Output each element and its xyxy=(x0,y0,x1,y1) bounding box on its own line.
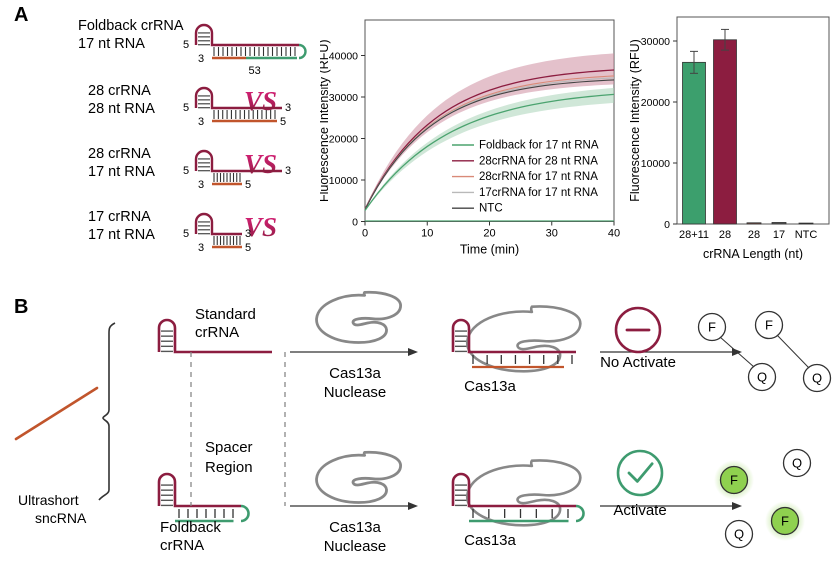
svg-text:Foldback for 17 nt RNA: Foldback for 17 nt RNA xyxy=(479,140,599,152)
svg-text:28crRNA for 28 nt RNA: 28crRNA for 28 nt RNA xyxy=(479,155,598,167)
svg-text:3: 3 xyxy=(285,102,291,114)
svg-text:17 crRNA: 17 crRNA xyxy=(88,209,151,225)
svg-text:20: 20 xyxy=(483,228,495,240)
svg-text:28+11: 28+11 xyxy=(679,229,709,241)
svg-text:30000: 30000 xyxy=(641,36,670,48)
svg-text:17 nt RNA: 17 nt RNA xyxy=(88,227,155,243)
svg-text:30000: 30000 xyxy=(329,92,358,104)
svg-text:No Activate: No Activate xyxy=(600,354,676,371)
svg-text:Nuclease: Nuclease xyxy=(324,538,387,555)
svg-text:Q: Q xyxy=(734,527,744,542)
svg-text:5: 5 xyxy=(183,228,189,240)
svg-text:5: 5 xyxy=(183,39,189,51)
svg-text:40000: 40000 xyxy=(329,51,358,63)
svg-text:20000: 20000 xyxy=(329,134,358,146)
svg-text:NTC: NTC xyxy=(479,203,503,215)
svg-text:Time (min): Time (min) xyxy=(460,243,519,257)
svg-text:Cas13a: Cas13a xyxy=(464,532,516,549)
svg-text:crRNA Length (nt): crRNA Length (nt) xyxy=(703,247,803,260)
svg-text:Activate: Activate xyxy=(613,502,666,519)
svg-text:3: 3 xyxy=(198,116,204,128)
svg-text:10: 10 xyxy=(421,228,433,240)
svg-text:28 crRNA: 28 crRNA xyxy=(88,146,151,162)
svg-text:Standard: Standard xyxy=(195,306,256,323)
svg-text:17 nt RNA: 17 nt RNA xyxy=(78,36,145,52)
svg-text:Q: Q xyxy=(812,371,822,386)
svg-text:3: 3 xyxy=(198,53,204,65)
svg-text:3: 3 xyxy=(198,179,204,191)
svg-text:VS: VS xyxy=(244,149,277,179)
svg-text:5: 5 xyxy=(183,165,189,177)
svg-text:28crRNA for 17 nt RNA: 28crRNA for 17 nt RNA xyxy=(479,171,598,183)
svg-text:3: 3 xyxy=(285,165,291,177)
svg-text:28: 28 xyxy=(719,229,731,241)
svg-text:0: 0 xyxy=(352,217,358,229)
svg-text:0: 0 xyxy=(362,228,368,240)
svg-text:3: 3 xyxy=(245,228,251,240)
svg-text:3: 3 xyxy=(198,242,204,254)
svg-text:5: 5 xyxy=(280,116,286,128)
svg-text:Nuclease: Nuclease xyxy=(324,384,387,401)
svg-text:20000: 20000 xyxy=(641,97,670,109)
svg-text:10000: 10000 xyxy=(641,158,670,170)
svg-text:F: F xyxy=(730,473,738,488)
svg-text:10000: 10000 xyxy=(329,175,358,187)
svg-text:28 nt RNA: 28 nt RNA xyxy=(88,101,155,117)
svg-text:sncRNA: sncRNA xyxy=(35,510,87,526)
svg-text:30: 30 xyxy=(546,228,558,240)
svg-text:17crRNA for 17 nt RNA: 17crRNA for 17 nt RNA xyxy=(479,187,598,199)
svg-text:crRNA: crRNA xyxy=(195,324,239,341)
svg-text:0: 0 xyxy=(664,219,670,231)
svg-text:Ultrashort: Ultrashort xyxy=(18,492,79,508)
svg-text:Region: Region xyxy=(205,459,253,476)
svg-text:Foldback: Foldback xyxy=(160,519,221,536)
svg-text:17 nt RNA: 17 nt RNA xyxy=(88,164,155,180)
svg-text:Fluorescence Intensity (RFU): Fluorescence Intensity (RFU) xyxy=(630,39,642,202)
svg-text:28: 28 xyxy=(748,229,760,241)
svg-text:Q: Q xyxy=(792,456,802,471)
svg-text:Fluorescence Intensity (RFU): Fluorescence Intensity (RFU) xyxy=(320,39,331,202)
svg-text:crRNA: crRNA xyxy=(160,537,204,554)
svg-text:Cas13a: Cas13a xyxy=(329,365,381,382)
svg-text:Foldback crRNA: Foldback crRNA xyxy=(78,18,184,34)
svg-text:Cas13a: Cas13a xyxy=(464,378,516,395)
svg-text:53: 53 xyxy=(249,65,261,77)
svg-text:28 crRNA: 28 crRNA xyxy=(88,83,151,99)
svg-text:F: F xyxy=(781,514,789,529)
svg-text:Cas13a: Cas13a xyxy=(329,519,381,536)
svg-text:Spacer: Spacer xyxy=(205,439,253,456)
svg-text:5: 5 xyxy=(245,242,251,254)
svg-text:F: F xyxy=(765,318,773,333)
svg-text:NTC: NTC xyxy=(795,229,818,241)
svg-text:Q: Q xyxy=(757,370,767,385)
svg-text:17: 17 xyxy=(773,229,785,241)
svg-text:40: 40 xyxy=(608,228,620,240)
svg-text:5: 5 xyxy=(245,179,251,191)
svg-text:5: 5 xyxy=(183,102,189,114)
svg-text:F: F xyxy=(708,320,716,335)
